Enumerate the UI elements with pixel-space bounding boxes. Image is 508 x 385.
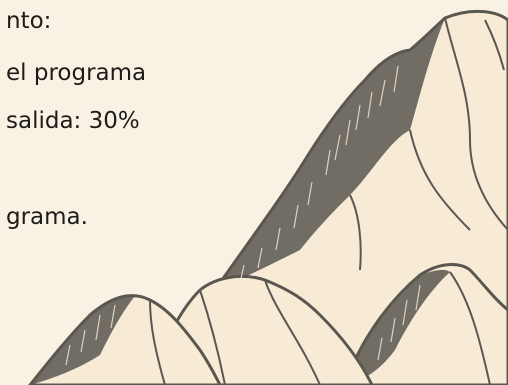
mountain-right-shadow [345,269,450,385]
contour-1 [444,17,508,231]
contour-7 [264,279,321,385]
mountain-tall-shadow [215,18,445,290]
contour-5 [449,271,491,385]
text-line-1: nto: [6,8,52,34]
contour-2 [409,129,471,231]
contour-4 [484,19,505,71]
text-line-2: el programa [6,60,147,86]
contour-8 [149,299,166,385]
hatching [65,65,421,366]
text-line-4: grama. [6,204,88,230]
text-line-3: salida: 30% [6,108,140,134]
contour-3 [349,194,362,271]
contour-6 [199,289,226,385]
